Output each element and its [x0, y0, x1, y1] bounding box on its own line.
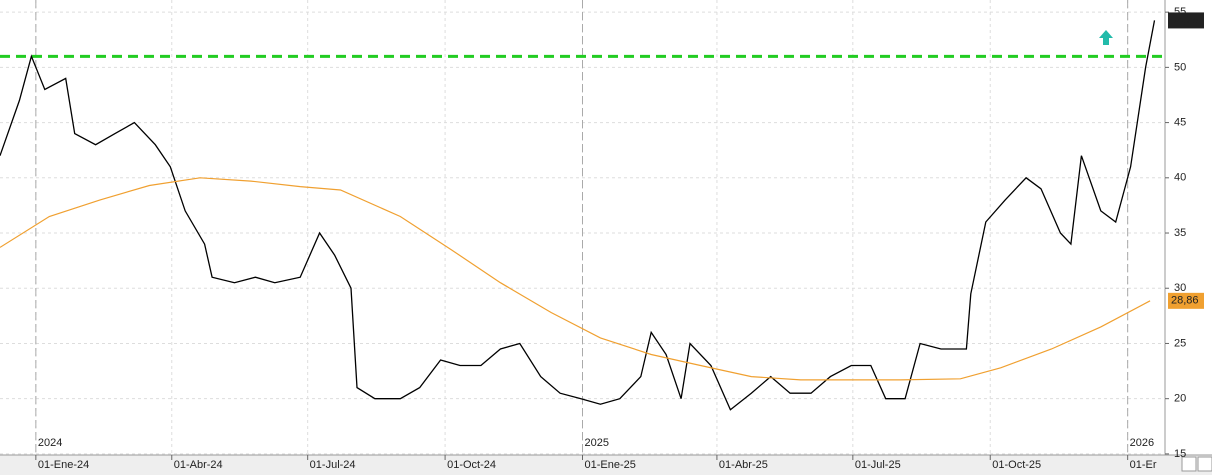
x-tick-label: 01-Ene-25	[585, 459, 636, 471]
zoom-button[interactable]	[1181, 456, 1197, 472]
y-tick-label: 50	[1174, 61, 1186, 73]
x-tick-label: 01-Oct-25	[992, 459, 1041, 471]
x-tick-label: 01-Jul-25	[855, 459, 901, 471]
y-tick-label: 20	[1174, 393, 1186, 405]
x-tick-label: 01-Abr-24	[174, 459, 223, 471]
y-tick-label: 30	[1174, 282, 1186, 294]
series-line	[0, 177, 1151, 381]
x-tick-label: 01-Oct-24	[447, 459, 496, 471]
y-tick-label: 15	[1174, 448, 1186, 460]
x-tick-label: 01-Abr-25	[719, 459, 768, 471]
year-label: 2025	[585, 437, 609, 449]
settings-button[interactable]	[1197, 456, 1212, 472]
y-tick-label: 35	[1174, 227, 1186, 239]
last-value-box	[1168, 12, 1204, 29]
last-value-label: 54,25	[1171, 14, 1199, 26]
y-tick-label: 40	[1174, 172, 1186, 184]
y-tick-label: 25	[1174, 337, 1186, 349]
last-value-box	[1168, 292, 1204, 309]
y-tick-label: 45	[1174, 116, 1186, 128]
x-tick-label: 01-Ene-24	[38, 459, 89, 471]
up-arrow	[1099, 30, 1113, 45]
x-tick-label: 01-Er	[1130, 459, 1157, 471]
series-line	[0, 20, 1156, 411]
year-label: 2026	[1130, 437, 1154, 449]
last-value-label: 28,86	[1171, 295, 1199, 307]
x-tick-label: 01-Jul-24	[310, 459, 356, 471]
x-axis-strip	[0, 455, 1212, 475]
year-label: 2024	[38, 437, 62, 449]
